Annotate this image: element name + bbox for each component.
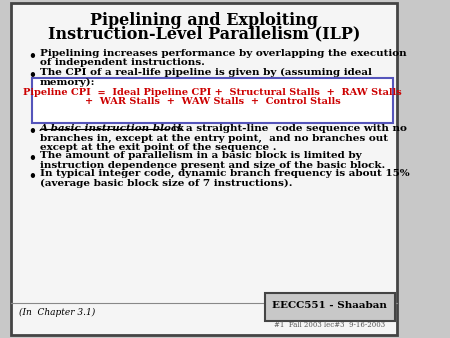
FancyBboxPatch shape — [265, 293, 395, 321]
Text: Instruction-Level Parallelism (ILP): Instruction-Level Parallelism (ILP) — [48, 25, 360, 42]
Text: The CPI of a real-life pipeline is given by (assuming ideal: The CPI of a real-life pipeline is given… — [40, 68, 371, 77]
Text: •: • — [28, 170, 36, 183]
Text: The amount of parallelism in a basic block is limited by: The amount of parallelism in a basic blo… — [40, 151, 361, 161]
Text: •: • — [28, 125, 36, 138]
Text: A basic instruction block: A basic instruction block — [40, 124, 185, 134]
Text: EECC551 - Shaaban: EECC551 - Shaaban — [272, 301, 387, 310]
Text: of independent instructions.: of independent instructions. — [40, 58, 204, 67]
Text: except at the exit point of the sequence .: except at the exit point of the sequence… — [40, 143, 276, 152]
Text: Pipelining increases performance by overlapping the execution: Pipelining increases performance by over… — [40, 49, 406, 58]
Text: (average basic block size of 7 instructions).: (average basic block size of 7 instructi… — [40, 178, 292, 188]
Text: is a straight-line  code sequence with no: is a straight-line code sequence with no — [169, 124, 406, 134]
Text: #1  Fall 2003 lec#3  9-16-2003: #1 Fall 2003 lec#3 9-16-2003 — [274, 321, 385, 329]
Text: In typical integer code, dynamic branch frequency is about 15%: In typical integer code, dynamic branch … — [40, 169, 409, 178]
Text: Pipelining and Exploiting: Pipelining and Exploiting — [90, 13, 318, 29]
Text: instruction dependence present and size of the basic block.: instruction dependence present and size … — [40, 161, 385, 170]
Text: Pipeline CPI  =  Ideal Pipeline CPI +  Structural Stalls  +  RAW Stalls: Pipeline CPI = Ideal Pipeline CPI + Stru… — [23, 88, 402, 97]
Text: •: • — [28, 152, 36, 165]
Text: memory):: memory): — [40, 77, 95, 87]
Text: •: • — [28, 50, 36, 63]
Text: (In  Chapter 3.1): (In Chapter 3.1) — [19, 308, 95, 317]
FancyBboxPatch shape — [11, 3, 396, 335]
Text: •: • — [28, 69, 36, 82]
Text: +  WAR Stalls  +  WAW Stalls  +  Control Stalls: + WAR Stalls + WAW Stalls + Control Stal… — [85, 97, 341, 106]
FancyBboxPatch shape — [32, 78, 393, 123]
Text: branches in, except at the entry point,  and no branches out: branches in, except at the entry point, … — [40, 134, 387, 143]
